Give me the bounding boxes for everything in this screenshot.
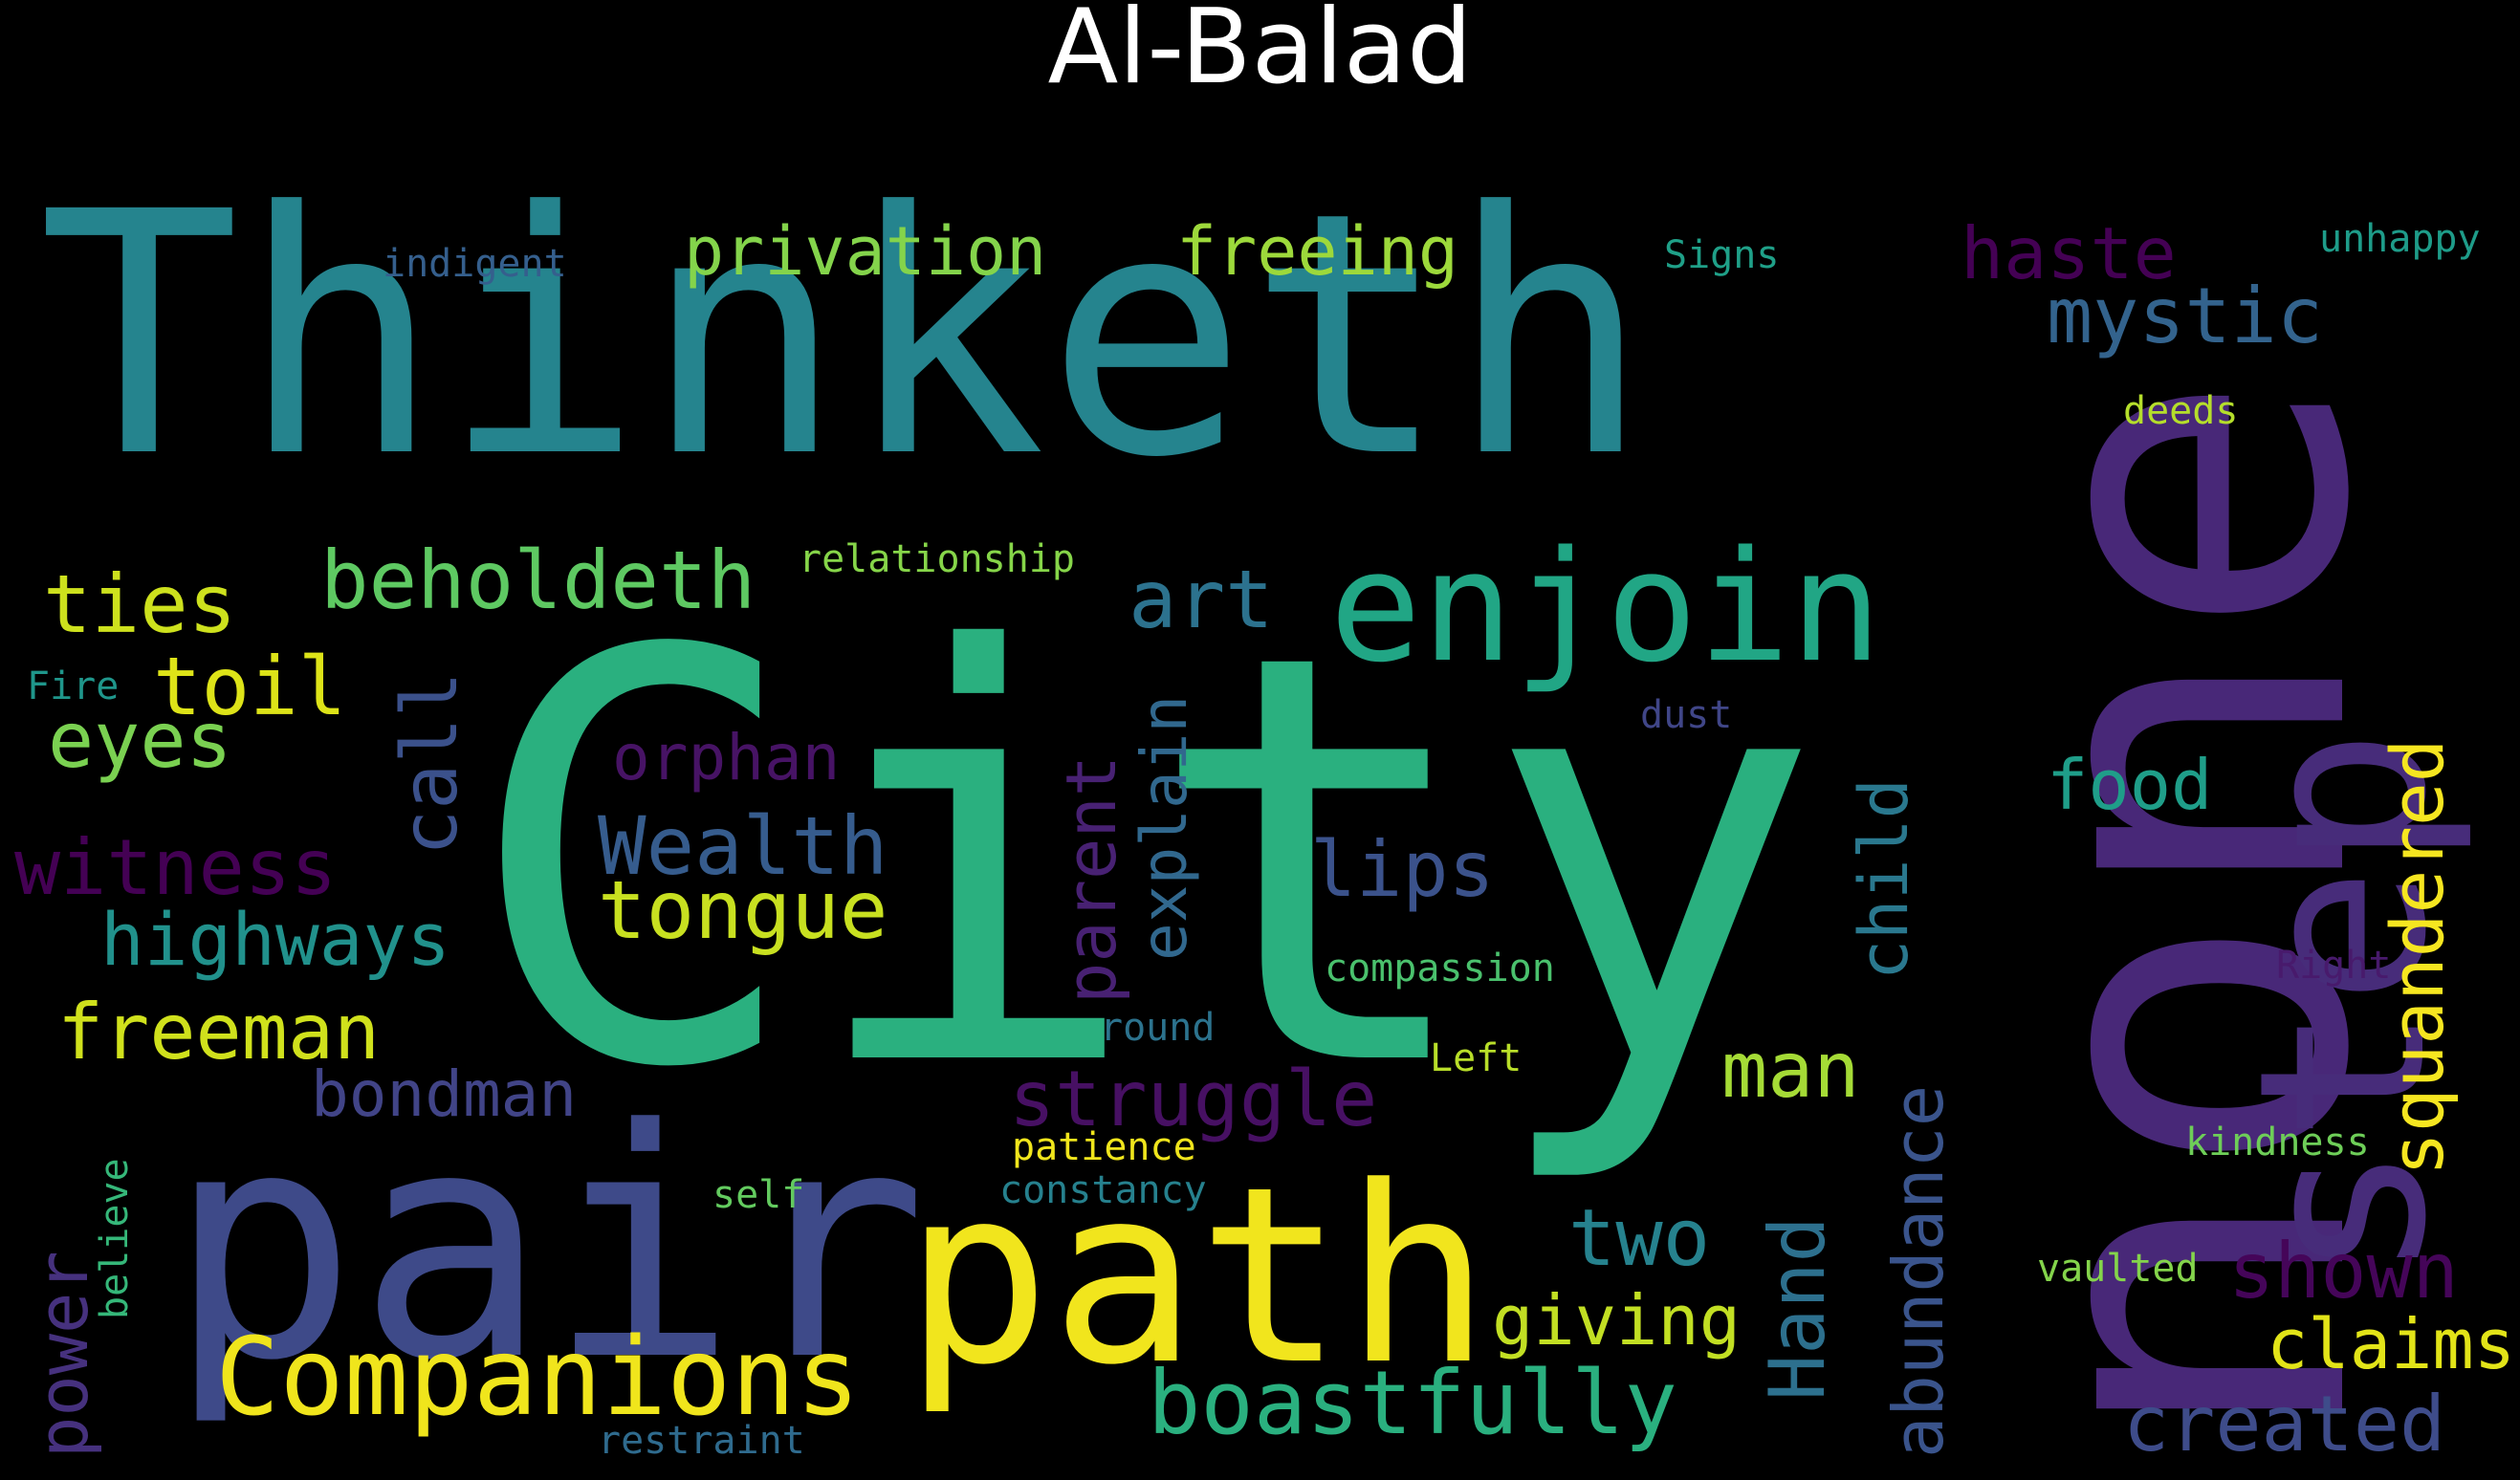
word-freeing: freeing xyxy=(1176,212,1459,291)
word-highways: highways xyxy=(100,897,451,982)
word-power: power xyxy=(23,1251,103,1458)
word-beholdeth: beholdeth xyxy=(320,533,756,627)
word-claims: claims xyxy=(2267,1304,2516,1384)
word-constancy: constancy xyxy=(999,1168,1207,1212)
word-signs: Signs xyxy=(1664,233,1780,277)
word-enjoin: enjoin xyxy=(1329,517,1882,696)
word-indigent: indigent xyxy=(383,242,567,286)
word-fire: Fire xyxy=(27,664,120,708)
word-right: Right xyxy=(2276,944,2392,988)
word-tongue: tongue xyxy=(598,863,888,957)
word-city: City xyxy=(464,534,1823,1191)
word-kindness: kindness xyxy=(2185,1121,2370,1164)
word-freeman: freeman xyxy=(57,988,381,1077)
word-art: art xyxy=(1129,553,1274,646)
word-patience: patience xyxy=(1012,1125,1196,1169)
word-hand: Hand xyxy=(1753,1216,1842,1401)
word-created: created xyxy=(2123,1380,2446,1469)
word-abundance: abundance xyxy=(1878,1084,1959,1458)
word-round: round xyxy=(1100,1006,1216,1050)
word-toil: toil xyxy=(153,640,347,733)
word-two: two xyxy=(1568,1193,1711,1284)
word-squandered: squandered xyxy=(2375,738,2460,1176)
word-child: child xyxy=(1845,778,1923,980)
word-vaulted: vaulted xyxy=(2037,1247,2199,1291)
word-companions: Companions xyxy=(215,1316,861,1440)
word-shown: shown xyxy=(2228,1227,2459,1316)
word-thinketh: Thinketh xyxy=(38,141,1651,531)
word-struggle: struggle xyxy=(1009,1055,1378,1143)
word-mystic: mystic xyxy=(2047,272,2323,360)
word-eyes: eyes xyxy=(48,696,232,785)
word-man: man xyxy=(1721,1026,1860,1115)
word-ties: ties xyxy=(43,557,237,651)
word-privation: privation xyxy=(684,212,1047,291)
word-left: Left xyxy=(1430,1036,1523,1080)
word-path: path xyxy=(904,1135,1492,1419)
word-pair: pair xyxy=(167,1062,928,1429)
word-bondman: bondman xyxy=(311,1057,578,1131)
word-call: call xyxy=(385,671,474,856)
word-giving: giving xyxy=(1492,1280,1742,1360)
word-dust: dust xyxy=(1640,693,1733,737)
word-deeds: deeds xyxy=(2123,389,2239,433)
word-haste: haste xyxy=(1961,211,2177,295)
word-restraint: restraint xyxy=(598,1419,805,1463)
word-unhappy: unhappy xyxy=(2319,217,2481,261)
word-lips: lips xyxy=(1310,825,1495,914)
word-self: self xyxy=(712,1173,805,1217)
word-relationship: relationship xyxy=(799,537,1075,581)
word-boastfully: boastfully xyxy=(1148,1352,1677,1454)
word-food: food xyxy=(2047,745,2213,825)
word-explain: explain xyxy=(1128,694,1201,961)
word-parent: parent xyxy=(1051,754,1131,1004)
word-orphan: orphan xyxy=(612,721,841,794)
word-wealth: Wealth xyxy=(598,799,888,893)
word-compassion: compassion xyxy=(1325,947,1555,990)
word-witness: witness xyxy=(14,823,338,912)
page-title: Al-Balad xyxy=(1047,0,1473,107)
word-believe: believe xyxy=(93,1158,137,1319)
